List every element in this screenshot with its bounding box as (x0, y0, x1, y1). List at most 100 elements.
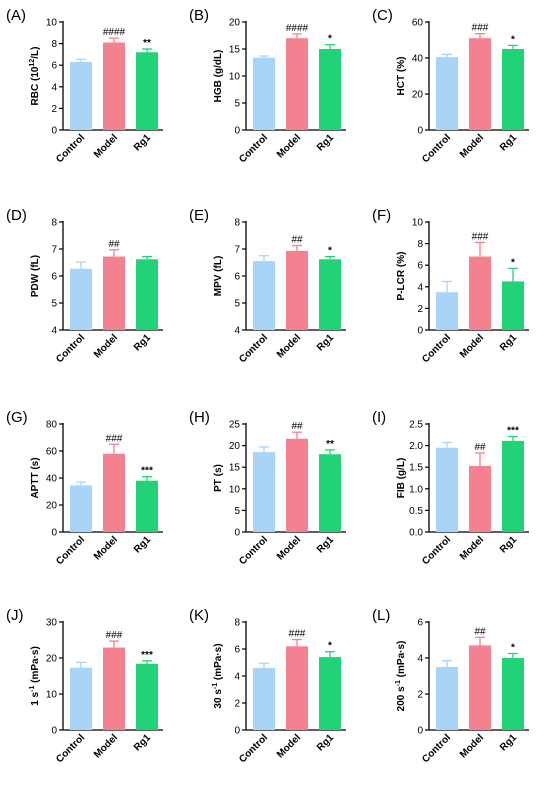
y-axis-label: MPV (fL) (213, 256, 224, 297)
x-tick-label: Model (458, 132, 486, 160)
y-axis-label: P-LCR (%) (396, 252, 407, 301)
panel-label: (B) (189, 7, 209, 24)
bar-control (70, 485, 92, 532)
significance-label: ### (106, 433, 123, 444)
x-tick-label: Rg1 (498, 132, 519, 153)
y-tick-label: 40 (46, 474, 58, 485)
significance-label: ## (108, 239, 120, 250)
y-tick-label: 0.0 (409, 528, 423, 539)
bar-model (469, 38, 491, 131)
y-tick-label: 20 (46, 501, 58, 512)
y-tick-label: 15 (229, 463, 241, 474)
x-tick-label: Control (54, 534, 87, 567)
y-tick-label: 80 (46, 420, 58, 431)
y-axis-label: FIB (g/L) (396, 458, 407, 499)
significance-label: #### (286, 23, 309, 34)
y-tick-label: 2 (234, 699, 240, 710)
y-tick-label: 0.5 (409, 506, 423, 517)
bar-control (436, 57, 458, 130)
bar-rg1 (136, 663, 158, 730)
significance-label: *** (141, 466, 153, 477)
y-tick-label: 0 (51, 726, 57, 737)
y-tick-label: 10 (46, 18, 58, 29)
x-tick-label: Model (275, 732, 303, 760)
y-tick-label: 20 (229, 18, 241, 29)
bar-control (436, 447, 458, 532)
panel-label: (C) (372, 7, 393, 24)
y-tick-label: 0 (417, 726, 423, 737)
panel-label: (L) (372, 607, 390, 624)
y-tick-label: 6 (234, 645, 240, 656)
bar-control (253, 667, 275, 730)
bar-control (253, 452, 275, 532)
x-tick-label: Rg1 (132, 534, 153, 555)
y-axis-label: HCT (%) (396, 57, 407, 96)
y-tick-label: 10 (46, 690, 58, 701)
bar-model (286, 38, 308, 131)
y-tick-label: 0 (417, 326, 423, 337)
x-tick-label: Rg1 (132, 332, 153, 353)
bar-rg1 (136, 259, 158, 330)
y-tick-label: 0 (234, 528, 240, 539)
x-tick-label: Rg1 (498, 534, 519, 555)
bar-control (253, 57, 275, 130)
significance-label: ## (291, 234, 303, 245)
bar-model (103, 453, 125, 532)
x-tick-label: Control (54, 332, 87, 365)
x-tick-label: Model (275, 132, 303, 160)
significance-label: * (511, 643, 515, 654)
bar-rg1 (502, 281, 524, 330)
significance-label: ** (143, 38, 151, 49)
bar-rg1 (319, 454, 341, 532)
y-tick-label: 6 (51, 61, 57, 72)
y-axis-label: 200 s-1 (mPa·s) (395, 641, 407, 712)
panel-label: (F) (372, 207, 391, 224)
bar-model (103, 647, 125, 730)
y-tick-label: 15 (229, 45, 241, 56)
y-tick-label: 0 (234, 126, 240, 137)
bar-model (469, 645, 491, 730)
y-tick-label: 4 (51, 326, 57, 337)
bar-model (103, 256, 125, 330)
y-tick-label: 0 (417, 126, 423, 137)
bar-model (469, 256, 491, 330)
x-tick-label: Control (237, 732, 270, 765)
significance-label: ## (474, 442, 486, 453)
y-tick-label: 5 (234, 506, 240, 517)
y-tick-label: 1.5 (409, 463, 423, 474)
significance-label: * (328, 246, 332, 257)
significance-label: ### (472, 23, 489, 34)
y-tick-label: 20 (229, 441, 241, 452)
x-tick-label: Control (54, 132, 87, 165)
panel-label: (G) (6, 409, 28, 426)
significance-label: * (511, 34, 515, 45)
y-tick-label: 6 (417, 618, 423, 629)
y-tick-label: 0 (234, 726, 240, 737)
y-tick-label: 4 (51, 82, 57, 93)
y-tick-label: 8 (234, 218, 240, 229)
y-tick-label: 40 (412, 54, 424, 65)
y-tick-label: 4 (417, 282, 423, 293)
panel-label: (D) (6, 207, 27, 224)
x-tick-label: Control (420, 332, 453, 365)
y-axis-label: HGB (g/dL) (213, 50, 224, 103)
panel-e: (E) 4 5 6 7 8 MPV (fL) Control ## Model * Rg1 (189, 207, 346, 365)
significance-label: ### (289, 629, 306, 640)
x-tick-label: Rg1 (315, 534, 336, 555)
x-tick-label: Model (275, 534, 303, 562)
x-tick-label: Rg1 (132, 732, 153, 753)
bar-rg1 (136, 52, 158, 130)
y-tick-label: 4 (234, 672, 240, 683)
y-tick-label: 2 (417, 690, 423, 701)
y-tick-label: 6 (417, 261, 423, 272)
bar-rg1 (319, 259, 341, 330)
y-axis-label: 1 s-1 (mPa·s) (29, 646, 41, 706)
panel-l: (L) 0 2 4 6 200 s-1 (mPa·s) Control ## Model * Rg1 (372, 607, 529, 765)
y-axis-label: 30 s-1 (mPa·s) (212, 643, 224, 708)
y-tick-label: 10 (229, 72, 241, 83)
bar-model (286, 250, 308, 330)
x-tick-label: Control (420, 732, 453, 765)
significance-label: * (511, 257, 515, 268)
y-tick-label: 4 (234, 326, 240, 337)
